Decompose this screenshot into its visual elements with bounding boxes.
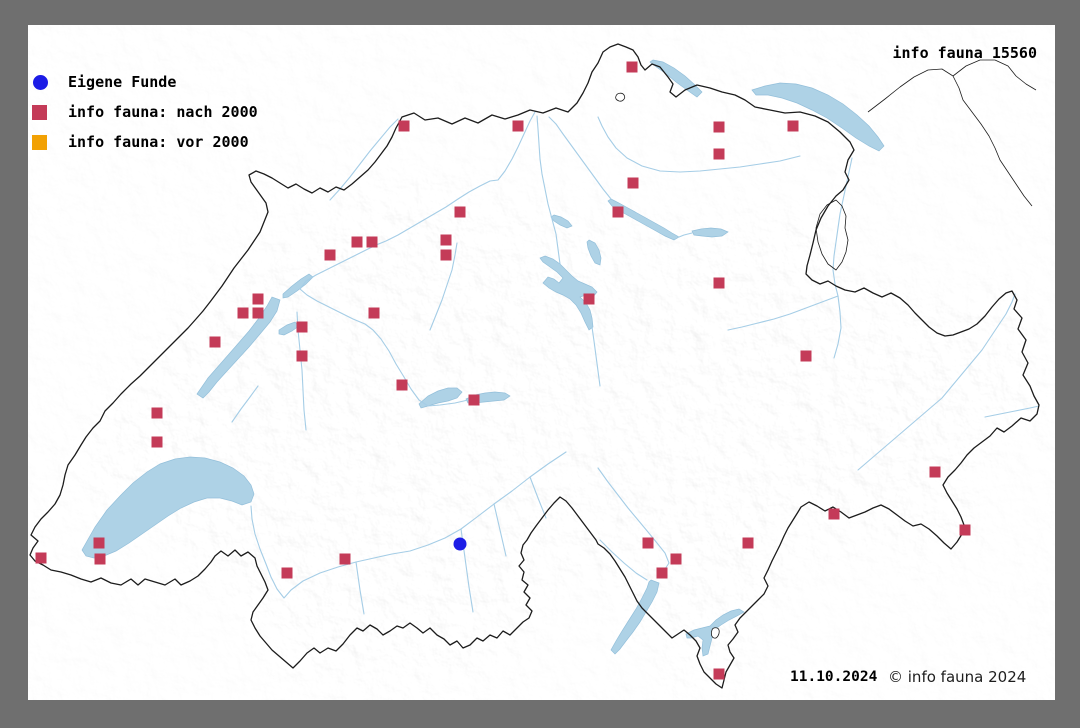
record-marker-nach-2000 bbox=[398, 120, 410, 132]
record-marker-nach-2000 bbox=[512, 120, 524, 132]
record-marker-nach-2000 bbox=[583, 293, 595, 305]
lake-zug bbox=[586, 239, 602, 266]
record-marker-nach-2000 bbox=[656, 567, 668, 579]
record-marker-nach-2000 bbox=[252, 293, 264, 305]
lake-neuchatel bbox=[196, 296, 281, 399]
lake-constance bbox=[751, 82, 885, 152]
eigene-funde-symbol bbox=[33, 75, 48, 90]
record-marker-nach-2000 bbox=[151, 436, 163, 448]
record-marker-nach-2000 bbox=[627, 177, 639, 189]
lake-maggiore bbox=[610, 579, 660, 655]
lake-geneva bbox=[81, 456, 255, 559]
record-marker-nach-2000 bbox=[670, 553, 682, 565]
lake-thun bbox=[418, 387, 463, 409]
record-marker-nach-2000 bbox=[324, 249, 336, 261]
record-counter: info fauna 15560 bbox=[892, 44, 1038, 62]
switzerland-map bbox=[28, 25, 1055, 700]
record-marker-nach-2000 bbox=[787, 120, 799, 132]
campione-enclave bbox=[711, 627, 720, 639]
record-marker-nach-2000 bbox=[351, 236, 363, 248]
rivers-layer bbox=[231, 111, 1040, 615]
buesingen-enclave bbox=[615, 92, 626, 102]
record-marker-nach-2000 bbox=[35, 552, 47, 564]
record-marker-nach-2000 bbox=[151, 407, 163, 419]
record-marker-eigene-funde bbox=[453, 537, 467, 551]
record-marker-nach-2000 bbox=[93, 537, 105, 549]
map-date: 11.10.2024 bbox=[790, 669, 878, 685]
record-marker-nach-2000 bbox=[468, 394, 480, 406]
record-marker-nach-2000 bbox=[959, 524, 971, 536]
record-marker-nach-2000 bbox=[368, 307, 380, 319]
lake-walen bbox=[691, 227, 729, 238]
record-marker-nach-2000 bbox=[296, 350, 308, 362]
record-marker-nach-2000 bbox=[454, 206, 466, 218]
relief-layer bbox=[28, 25, 1055, 700]
record-marker-nach-2000 bbox=[281, 567, 293, 579]
lake-biel bbox=[282, 273, 314, 299]
enclaves bbox=[615, 92, 849, 639]
record-marker-nach-2000 bbox=[742, 537, 754, 549]
record-marker-nach-2000 bbox=[713, 668, 725, 680]
record-marker-nach-2000 bbox=[713, 148, 725, 160]
record-marker-nach-2000 bbox=[800, 350, 812, 362]
record-marker-nach-2000 bbox=[366, 236, 378, 248]
foreign-borders bbox=[867, 59, 1037, 207]
record-marker-nach-2000 bbox=[237, 307, 249, 319]
nach-2000-symbol bbox=[32, 105, 47, 120]
record-marker-nach-2000 bbox=[209, 336, 221, 348]
record-marker-nach-2000 bbox=[94, 553, 106, 565]
legend-label-eigene-funde: Eigene Funde bbox=[68, 73, 177, 91]
liechtenstein-border bbox=[815, 199, 849, 271]
record-marker-nach-2000 bbox=[339, 553, 351, 565]
record-markers bbox=[35, 61, 971, 680]
record-marker-nach-2000 bbox=[252, 307, 264, 319]
record-marker-nach-2000 bbox=[713, 121, 725, 133]
record-marker-nach-2000 bbox=[612, 206, 624, 218]
swiss-border bbox=[29, 43, 1040, 689]
record-marker-nach-2000 bbox=[440, 249, 452, 261]
lake-lucerne bbox=[539, 255, 598, 331]
copyright-notice: © info fauna 2024 bbox=[888, 668, 1027, 686]
record-marker-nach-2000 bbox=[626, 61, 638, 73]
lake-lugano bbox=[685, 608, 745, 657]
legend-label-vor-2000: info fauna: vor 2000 bbox=[68, 133, 249, 151]
record-marker-nach-2000 bbox=[642, 537, 654, 549]
record-marker-nach-2000 bbox=[396, 379, 408, 391]
record-marker-nach-2000 bbox=[440, 234, 452, 246]
lake-morat bbox=[278, 321, 300, 336]
legend-label-nach-2000: info fauna: nach 2000 bbox=[68, 103, 258, 121]
record-marker-nach-2000 bbox=[929, 466, 941, 478]
record-marker-nach-2000 bbox=[713, 277, 725, 289]
record-marker-nach-2000 bbox=[296, 321, 308, 333]
vor-2000-symbol bbox=[32, 135, 47, 150]
lakes-layer bbox=[81, 59, 885, 657]
record-marker-nach-2000 bbox=[828, 508, 840, 520]
